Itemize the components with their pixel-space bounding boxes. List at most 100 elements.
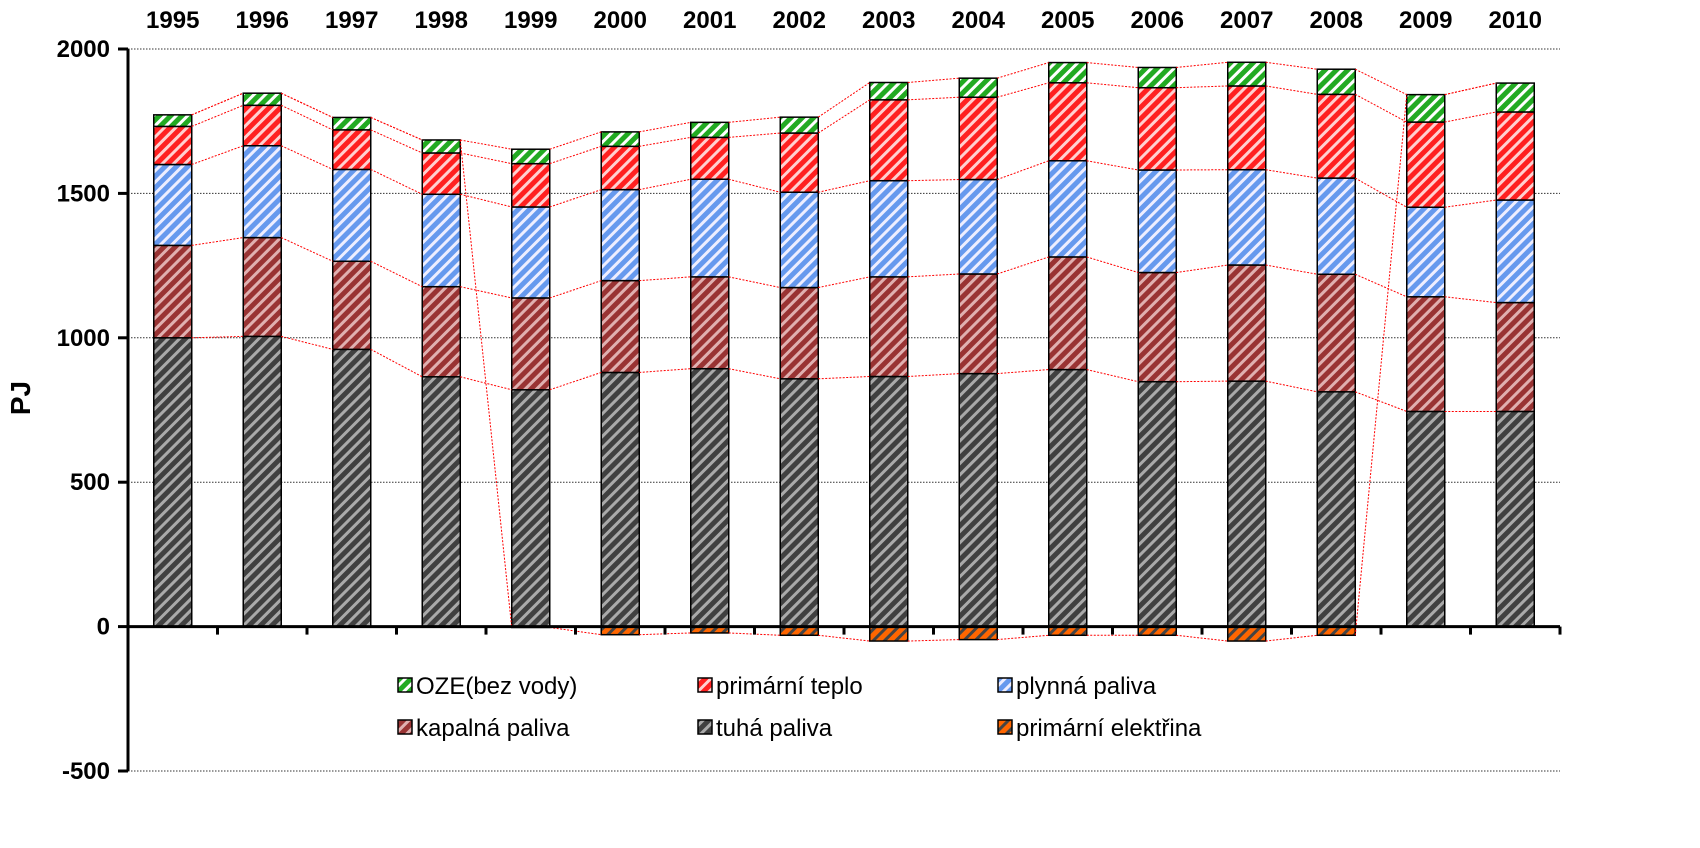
connector-primarni-teplo: [1355, 93, 1407, 123]
connector-tuha-paliva: [1086, 369, 1139, 383]
y-axis-title: PJ: [5, 381, 36, 415]
bar-plynna-paliva-1999: [511, 206, 551, 299]
connector-kapalna-paliva: [460, 286, 512, 299]
x-tick-label: 2005: [1041, 7, 1094, 34]
connector-tuha-paliva: [281, 335, 333, 350]
bar-primarni-teplo-1999: [511, 162, 551, 208]
connector-primarni-teplo: [460, 152, 512, 165]
connector-plynna-paliva: [370, 168, 423, 195]
connector-kapalna-paliva: [1176, 264, 1228, 274]
bar-kapalna-paliva-2000: [600, 279, 640, 374]
x-tick-label: 1995: [146, 7, 199, 34]
bar-kapalna-paliva-1997: [332, 260, 372, 351]
bar-primarni-teplo-2000: [600, 145, 640, 191]
bar-kapalna-paliva-1995: [153, 244, 193, 339]
connector-primarni-teplo: [549, 145, 602, 165]
bar-kapalna-paliva-2001: [690, 276, 730, 370]
connector-plynna-paliva: [728, 178, 781, 193]
connector-primarni-elektrina: [997, 634, 1049, 641]
bar-primarni-teplo-2008: [1316, 93, 1356, 179]
connector-kapalna-paliva: [639, 276, 691, 282]
bar-oze-bez-vody-2009: [1406, 93, 1446, 123]
bar-primarni-teplo-1996: [242, 104, 282, 147]
bar-primarni-elektrina-2004: [958, 625, 998, 641]
bar-plynna-paliva-2003: [869, 179, 909, 278]
connector-plynna-paliva: [281, 145, 333, 170]
bar-kapalna-paliva-2004: [958, 273, 998, 375]
y-tick-label: 500: [70, 469, 110, 496]
connector-primarni-elektrina: [1265, 634, 1318, 642]
bar-primarni-teplo-2003: [869, 99, 909, 182]
bar-tuha-paliva-2010: [1495, 410, 1535, 628]
connector-tuha-paliva: [728, 368, 781, 380]
x-tick-label: 2000: [594, 7, 647, 34]
bar-primarni-elektrina-2007: [1227, 625, 1267, 642]
bar-kapalna-paliva-2005: [1048, 256, 1088, 371]
bar-tuha-paliva-1995: [153, 337, 193, 628]
connector-plynna-paliva: [1265, 169, 1318, 179]
legend-swatch: [997, 677, 1013, 693]
connector-primarni-elektrina: [191, 92, 244, 116]
connector-kapalna-paliva: [728, 276, 781, 289]
legend-swatch: [697, 677, 713, 693]
connector-plynna-paliva: [818, 180, 870, 193]
legend-label: primární teplo: [716, 673, 863, 700]
connector-oze-bez-vody: [728, 116, 781, 123]
bar-tuha-paliva-2000: [600, 371, 640, 628]
legend-label: primární elektřina: [1016, 715, 1202, 742]
bar-plynna-paliva-1996: [242, 144, 282, 239]
bar-primarni-teplo-2002: [779, 132, 819, 193]
bar-oze-bez-vody-1997: [332, 116, 372, 131]
y-tick-label: 0: [97, 614, 110, 641]
legend-swatch: [397, 719, 413, 735]
connector-oze-bez-vody: [997, 62, 1049, 79]
connector-oze-bez-vody: [460, 139, 512, 150]
legend-swatch: [997, 719, 1013, 735]
connector-tuha-paliva: [997, 369, 1049, 375]
connector-kapalna-paliva: [1265, 264, 1318, 275]
y-tick-label: 1500: [57, 180, 110, 207]
connector-kapalna-paliva: [281, 237, 333, 262]
connector-plynna-paliva: [549, 189, 602, 208]
bar-oze-bez-vody-2002: [779, 116, 819, 134]
y-tick-label: -500: [62, 758, 110, 785]
bar-plynna-paliva-2007: [1227, 168, 1267, 266]
bar-oze-bez-vody-1996: [242, 92, 282, 107]
connector-oze-bez-vody: [639, 121, 691, 133]
connector-kapalna-paliva: [370, 260, 423, 288]
bar-primarni-teplo-2006: [1137, 86, 1177, 171]
connector-primarni-teplo: [1265, 85, 1318, 95]
connector-primarni-elektrina: [818, 634, 870, 642]
bar-plynna-paliva-1995: [153, 163, 193, 247]
bar-plynna-paliva-1998: [421, 193, 461, 288]
bar-primarni-teplo-1995: [153, 125, 193, 166]
connector-primarni-teplo: [639, 136, 691, 147]
x-tick-label: 1998: [415, 7, 468, 34]
connector-plynna-paliva: [1444, 199, 1497, 208]
bar-kapalna-paliva-2009: [1406, 296, 1446, 413]
connector-oze-bez-vody: [1176, 61, 1228, 68]
connector-kapalna-paliva: [1444, 296, 1497, 304]
connector-tuha-paliva: [1355, 391, 1407, 412]
connector-primarni-elektrina: [459, 139, 513, 628]
bar-oze-bez-vody-2000: [600, 131, 640, 148]
connector-tuha-paliva: [191, 335, 244, 339]
connector-tuha-paliva: [1176, 380, 1228, 383]
bar-kapalna-paliva-2007: [1227, 264, 1267, 382]
bar-tuha-paliva-2002: [779, 378, 819, 628]
connector-oze-bez-vody: [1355, 68, 1407, 96]
connector-primarni-teplo: [281, 104, 333, 131]
x-tick-label: 2002: [773, 7, 826, 34]
x-tick-label: 2004: [952, 7, 1006, 34]
bar-primarni-teplo-2004: [958, 96, 998, 181]
bar-oze-bez-vody-1995: [153, 114, 193, 128]
legend-swatch: [697, 719, 713, 735]
bar-kapalna-paliva-1999: [511, 297, 551, 391]
bar-oze-bez-vody-1999: [511, 148, 551, 165]
legend-item-plynna-paliva: plynná paliva: [997, 673, 1157, 700]
connector-primarni-teplo: [817, 99, 871, 134]
bar-kapalna-paliva-2010: [1495, 301, 1535, 413]
connector-tuha-paliva: [549, 371, 602, 391]
x-tick-label: 1996: [236, 7, 289, 34]
connector-kapalna-paliva: [1086, 256, 1139, 274]
